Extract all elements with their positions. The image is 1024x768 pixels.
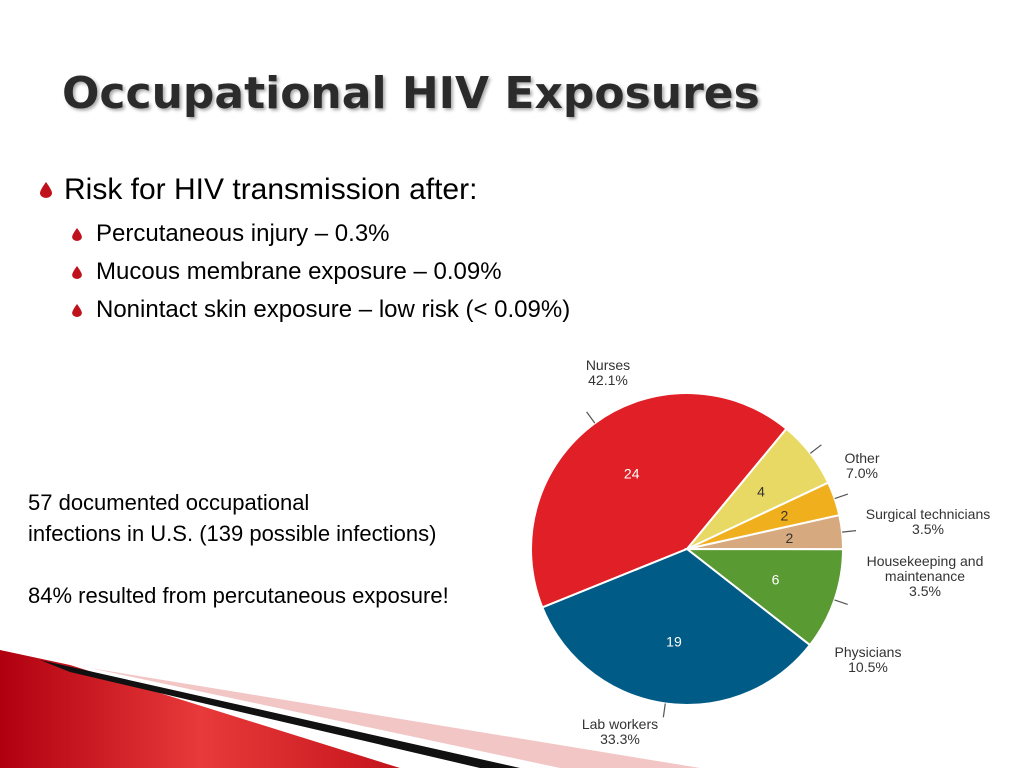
- slice-category-label: Housekeeping and maintenance 3.5%: [867, 553, 984, 599]
- drop-bullet-icon: [72, 265, 82, 279]
- sub-bullet-text: Mucous membrane exposure – 0.09%: [96, 258, 502, 285]
- leader-line: [842, 530, 857, 533]
- slice-value-label: 4: [757, 484, 765, 500]
- sub-bullet-text: Nonintact skin exposure – low risk (< 0.…: [96, 296, 571, 323]
- note-line: infections in U.S. (139 possible infecti…: [28, 521, 437, 546]
- slice-value-label: 6: [772, 572, 780, 588]
- slice-value-label: 2: [781, 508, 789, 524]
- note-line: 57 documented occupational: [28, 490, 310, 515]
- leader-line: [586, 411, 596, 424]
- leader-line: [834, 599, 848, 606]
- slice-category-label: Other 7.0%: [844, 450, 879, 481]
- bullet-main-text: Risk for HIV transmission after:: [64, 173, 478, 206]
- slide-title: Occupational HIV Exposures: [62, 68, 760, 119]
- slice-value-label: 2: [785, 530, 793, 546]
- drop-bullet-icon: [72, 303, 82, 317]
- slice-value-label: 19: [666, 634, 682, 650]
- drop-bullet-icon: [40, 182, 52, 198]
- slice-category-label: Lab workers 33.3%: [582, 716, 658, 747]
- leader-line: [834, 493, 849, 500]
- note-line: 84% resulted from percutaneous exposure!: [28, 583, 449, 608]
- slice-category-label: Surgical technicians 3.5%: [866, 506, 991, 537]
- slice-category-label: Nurses 42.1%: [586, 357, 630, 388]
- sub-bullet-text: Percutaneous injury – 0.3%: [96, 220, 390, 247]
- sub-bullet: Nonintact skin exposure – low risk (< 0.…: [72, 296, 570, 324]
- sub-bullet: Percutaneous injury – 0.3%: [72, 220, 390, 248]
- bullet-main: Risk for HIV transmission after:: [40, 173, 477, 207]
- leader-line: [662, 703, 666, 718]
- slice-category-label: Physicians 10.5%: [835, 644, 902, 675]
- drop-bullet-icon: [72, 227, 82, 241]
- slice-value-label: 24: [624, 465, 640, 481]
- sub-bullet: Mucous membrane exposure – 0.09%: [72, 258, 502, 286]
- leader-line: [809, 444, 822, 454]
